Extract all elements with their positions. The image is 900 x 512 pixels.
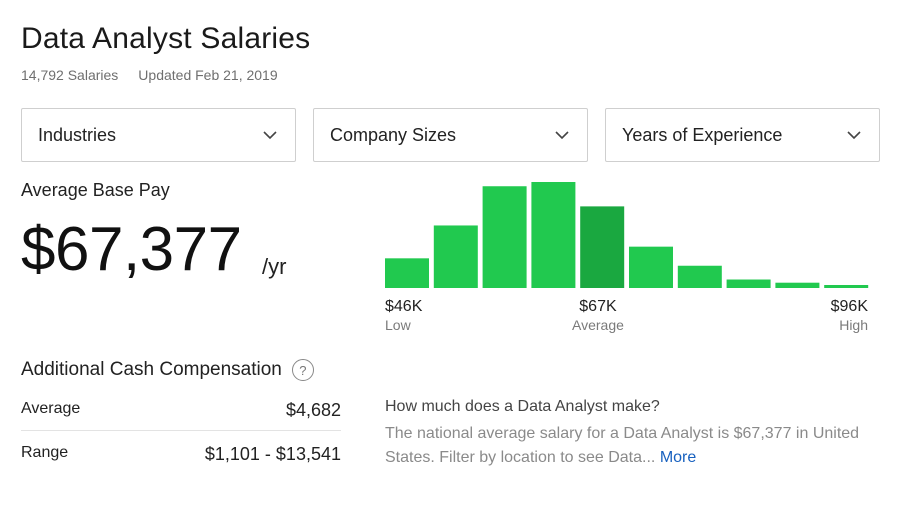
histogram-bar (385, 258, 429, 288)
industries-dropdown[interactable]: Industries (21, 108, 296, 162)
salary-description: The national average salary for a Data A… (385, 422, 875, 470)
years-of-experience-dropdown[interactable]: Years of Experience (605, 108, 880, 162)
tick-high-value: $96K (830, 298, 868, 315)
cash-range-value: $1,101 - $13,541 (204, 444, 341, 464)
average-base-pay-label: Average Base Pay (21, 180, 170, 200)
tick-high-label: High (839, 317, 868, 333)
histogram-bar (629, 246, 673, 288)
histogram-bar (580, 206, 625, 288)
divider (21, 430, 341, 431)
company-sizes-dropdown[interactable]: Company Sizes (313, 108, 588, 162)
tick-average-label: Average (572, 317, 624, 333)
histogram-bar (531, 182, 576, 288)
histogram-bar (433, 225, 478, 288)
additional-cash-title: Additional Cash Compensation ? (21, 359, 314, 381)
page-title: Data Analyst Salaries (21, 22, 311, 55)
company-sizes-dropdown-label: Company Sizes (330, 124, 457, 145)
updated-date: Updated Feb 21, 2019 (138, 67, 278, 83)
page-meta: 14,792 Salaries Updated Feb 21, 2019 (21, 67, 278, 83)
tick-average: $67K Average (572, 298, 624, 333)
additional-cash-title-text: Additional Cash Compensation (21, 359, 282, 380)
average-base-pay-value: $67,377 (21, 215, 242, 284)
salary-description-text: The national average salary for a Data A… (385, 425, 860, 466)
salary-count: 14,792 Salaries (21, 67, 119, 83)
cash-range-label: Range (21, 444, 69, 461)
years-of-experience-dropdown-label: Years of Experience (622, 124, 783, 145)
histogram-bar (824, 285, 869, 288)
tick-low-label: Low (385, 317, 411, 333)
cash-range-row: Range $1,101 - $13,541 (21, 444, 341, 465)
tick-low: $46K Low (385, 298, 422, 333)
help-icon[interactable]: ? (291, 359, 314, 381)
cash-average-label: Average (21, 400, 81, 417)
histogram-bar (726, 279, 771, 288)
histogram-bar (482, 186, 527, 288)
industries-dropdown-label: Industries (38, 124, 117, 145)
tick-high: $96K High (820, 298, 868, 333)
cash-average-value: $4,682 (285, 400, 341, 420)
more-link[interactable]: More (659, 449, 697, 466)
tick-low-value: $46K (385, 298, 423, 315)
cash-average-row: Average $4,682 (21, 400, 341, 421)
chevron-down-icon (263, 131, 277, 140)
filter-bar: Industries Company Sizes Years of Experi… (21, 108, 880, 162)
histogram-bar (677, 265, 722, 288)
chevron-down-icon (847, 131, 861, 140)
histogram-bar (775, 282, 820, 288)
pay-unit: /yr (262, 254, 287, 279)
tick-average-value: $67K (579, 298, 617, 315)
chevron-down-icon (555, 131, 569, 140)
salary-question-heading: How much does a Data Analyst make? (385, 398, 660, 415)
salary-histogram (385, 182, 869, 288)
